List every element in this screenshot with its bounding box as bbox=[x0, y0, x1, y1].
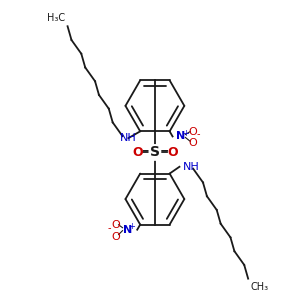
Text: -: - bbox=[108, 223, 112, 233]
Text: NH: NH bbox=[119, 133, 136, 143]
Text: O: O bbox=[189, 138, 198, 148]
Text: O: O bbox=[189, 127, 198, 136]
Text: NH: NH bbox=[182, 162, 199, 172]
Text: O: O bbox=[111, 232, 120, 242]
Text: N: N bbox=[123, 225, 132, 235]
Text: +: + bbox=[182, 129, 189, 138]
Text: H₃C: H₃C bbox=[47, 13, 66, 23]
Text: +: + bbox=[128, 222, 135, 231]
Text: O: O bbox=[132, 146, 142, 159]
Text: O: O bbox=[111, 220, 120, 230]
Text: N: N bbox=[176, 131, 185, 141]
Text: O: O bbox=[167, 146, 178, 159]
Text: S: S bbox=[150, 146, 160, 160]
Text: CH₃: CH₃ bbox=[250, 282, 268, 292]
Text: -: - bbox=[196, 130, 200, 140]
